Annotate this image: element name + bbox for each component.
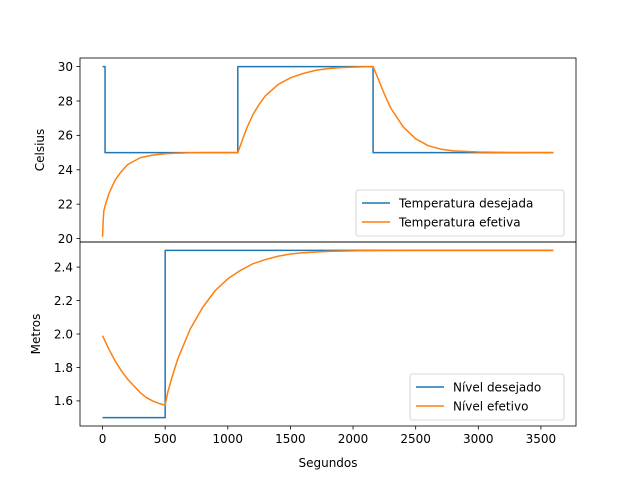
legend-label: Nível desejado — [453, 380, 541, 394]
x-tick-label: 3000 — [463, 432, 494, 446]
legend-box — [355, 189, 565, 237]
x-tick-label: 1000 — [213, 432, 244, 446]
x-tick-label: 500 — [154, 432, 177, 446]
legend-box — [409, 373, 565, 421]
legend-label: Temperatura desejada — [398, 196, 533, 210]
legend-label: Temperatura efetiva — [398, 215, 521, 229]
y-tick-label: 26 — [58, 129, 73, 143]
y-tick-label: 20 — [58, 232, 73, 246]
y-tick-label: 2.2 — [54, 294, 73, 308]
x-tick-label: 2000 — [338, 432, 369, 446]
x-tick-label: 1500 — [275, 432, 306, 446]
y-tick-label: 1.8 — [54, 361, 73, 375]
y-tick-label: 24 — [58, 163, 73, 177]
plot-frame-1 — [79, 241, 577, 427]
y-tick-label: 22 — [58, 197, 73, 211]
y-tick-label: 2.4 — [54, 260, 73, 274]
y-tick-label: 2.0 — [54, 327, 73, 341]
y-tick-label: 1.6 — [54, 394, 73, 408]
series-line-0-0 — [102, 65, 554, 154]
x-tick-label: 3500 — [526, 432, 557, 446]
x-tick-label: 0 — [99, 432, 107, 446]
y-tick-label: 30 — [58, 60, 73, 74]
y-axis-label: Celsius — [33, 129, 47, 172]
x-axis-label: Segundos — [298, 456, 357, 470]
x-tick-label: 2500 — [400, 432, 431, 446]
series-line-1-1 — [101, 249, 554, 406]
legend-label: Nível efetivo — [453, 399, 528, 413]
y-tick-label: 28 — [58, 94, 73, 108]
series-line-0-1 — [101, 65, 554, 237]
y-axis-label: Metros — [29, 314, 43, 355]
